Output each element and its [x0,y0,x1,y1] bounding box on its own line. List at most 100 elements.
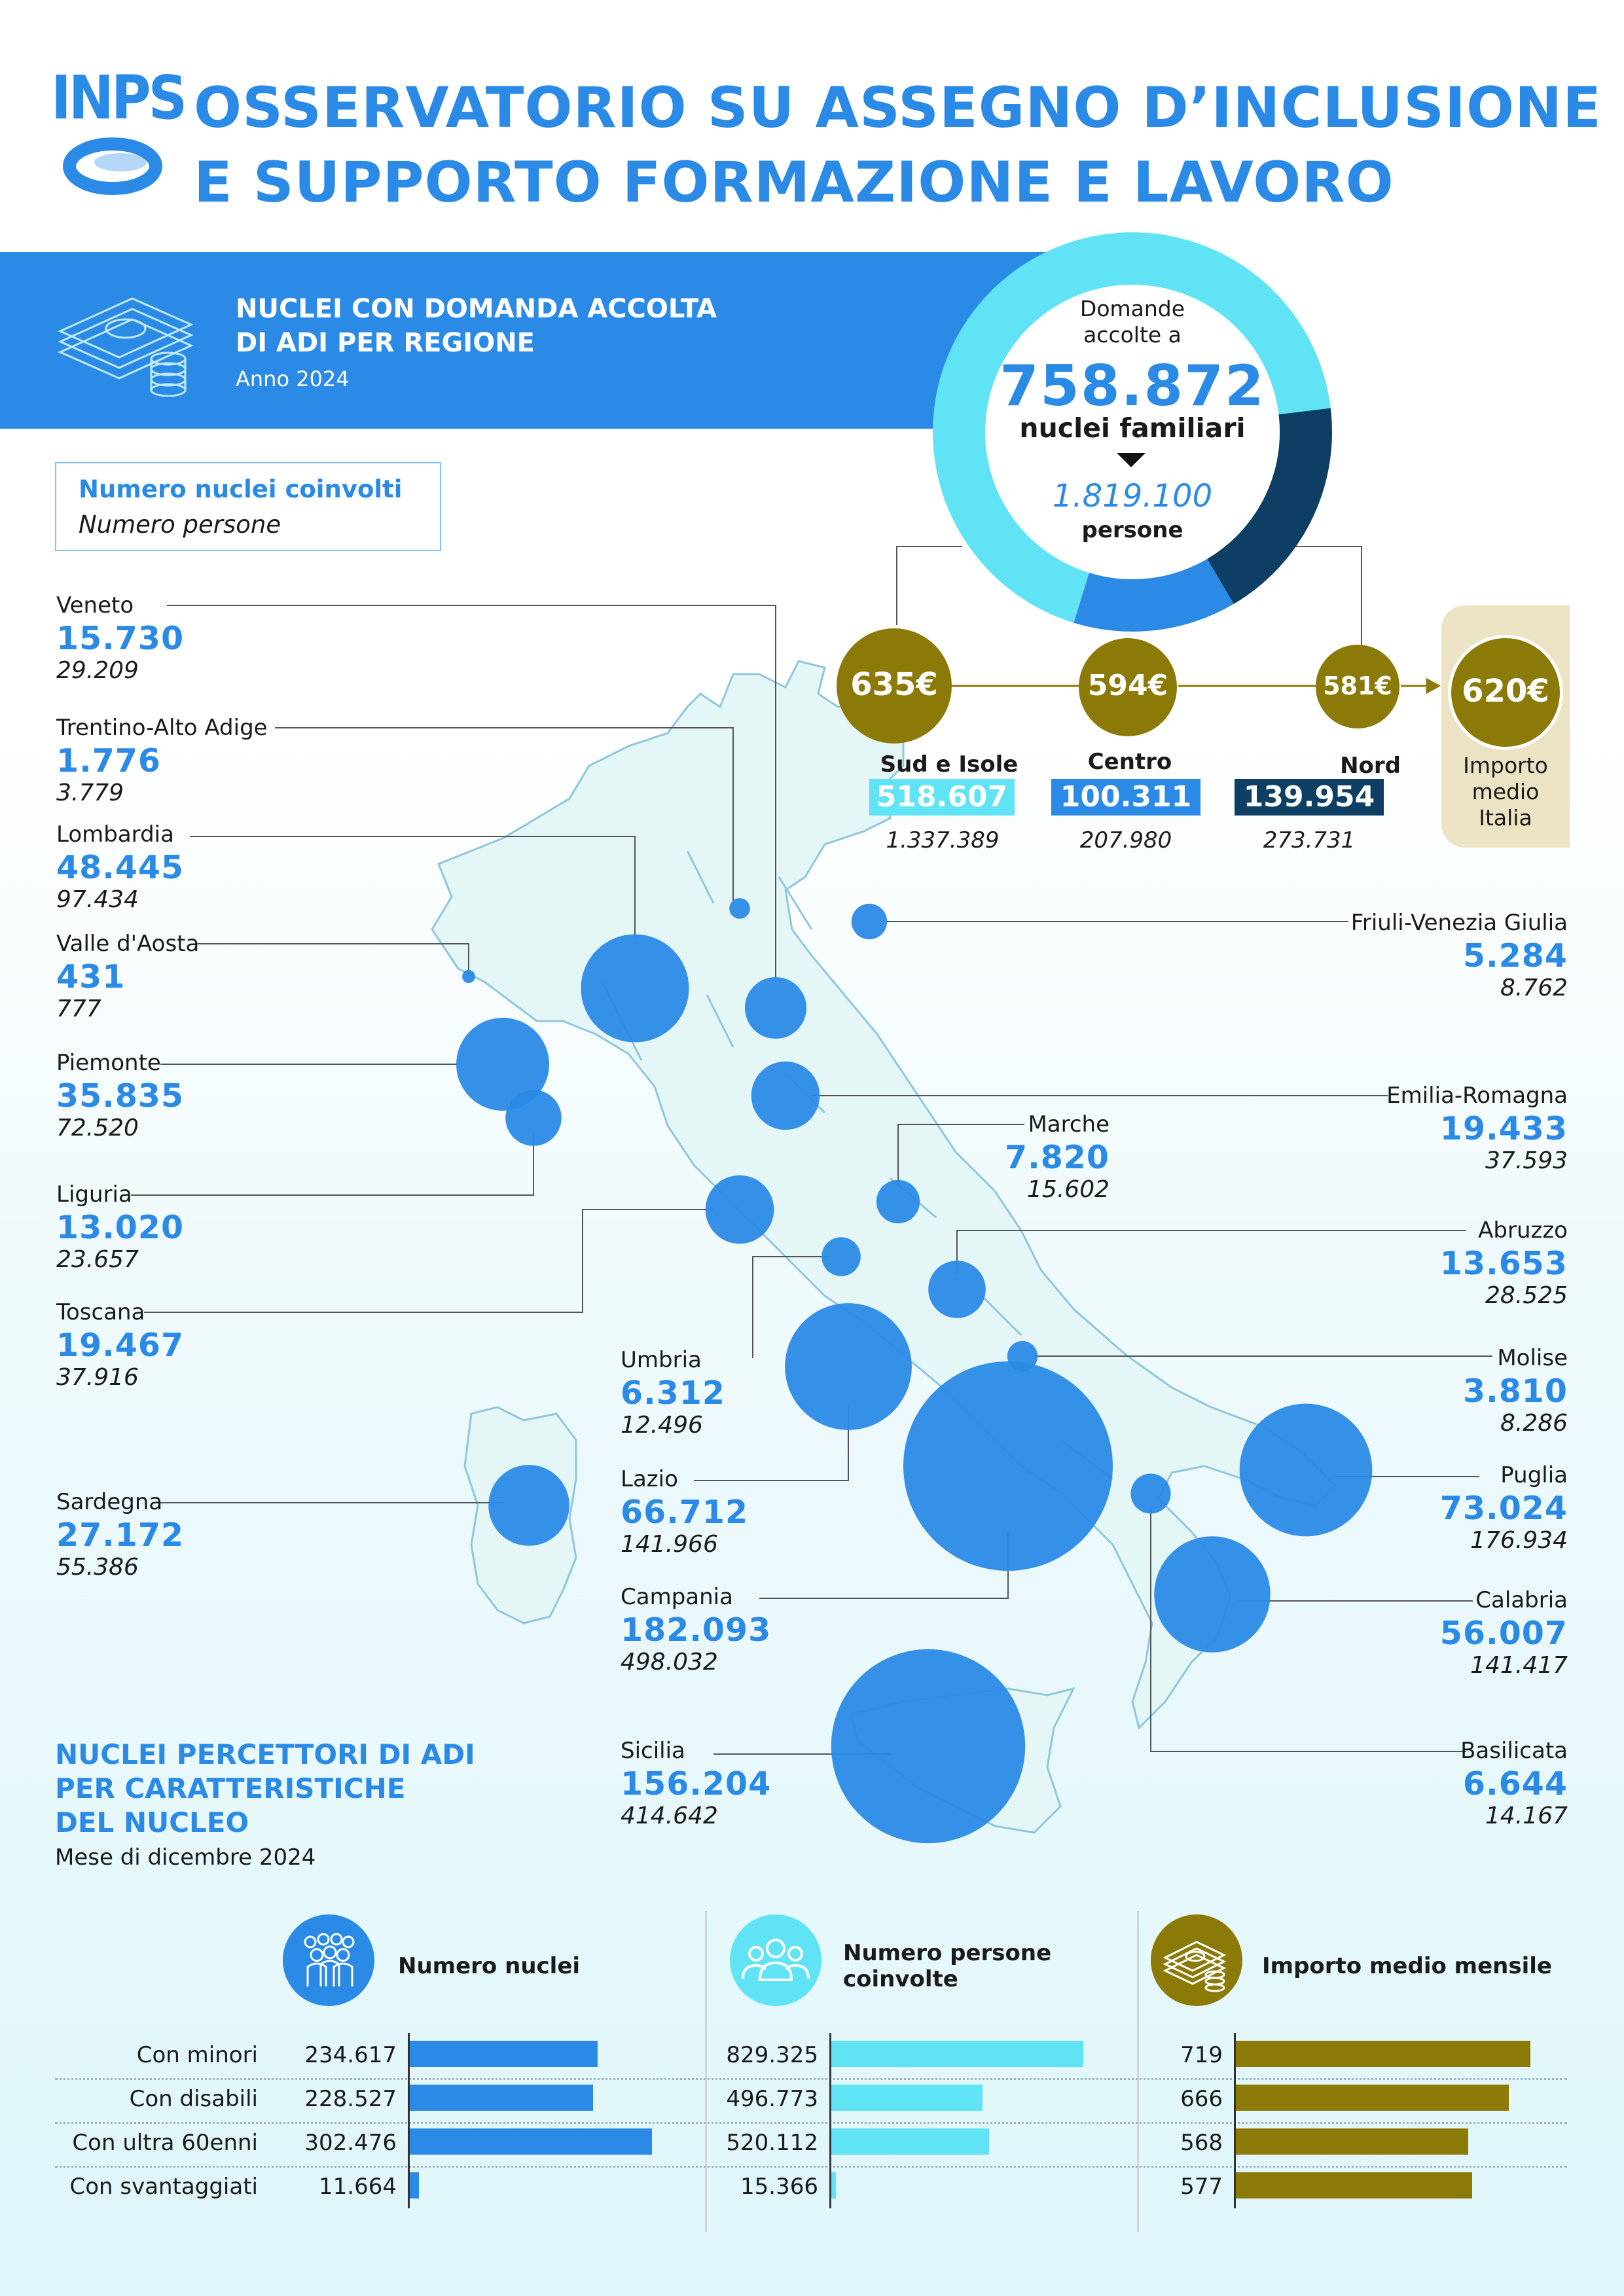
region-label-liguria: Liguria 13.020 23.657 [56,1181,184,1273]
region-name: Molise [1497,1345,1568,1371]
donut-caption-line-2: accolte a [1083,322,1182,348]
bar-axis [1234,2077,1236,2121]
bar-axis [1234,2033,1236,2077]
region-label-marche: Marche 7.820 15.602 [1005,1111,1110,1203]
region-persone: 498.032 [621,1649,718,1676]
bar-axis [1234,2164,1236,2208]
connector-line [190,836,636,937]
region-label-toscana: Toscana 19.467 37.916 [56,1299,184,1391]
region-name: Liguria [56,1181,132,1208]
bubble-sardegna [488,1465,569,1546]
region-persone: 141.417 [1470,1652,1568,1679]
bubble-molise [1007,1340,1038,1372]
region-name: Toscana [56,1299,145,1325]
region-name: Calabria [1475,1587,1568,1613]
bubble-marche [876,1179,920,1224]
bar-value: 577 [1180,2174,1223,2200]
region-label-umbria: Umbria 6.312 12.496 [621,1347,725,1439]
region-persone: 23.657 [56,1246,139,1273]
region-nuclei: 182.093 [621,1611,772,1649]
region-persone: 72.520 [56,1115,139,1141]
row-label: Con minori [136,2042,258,2068]
centro-label: Centro [1087,749,1172,775]
italia-label: Importo medio Italia [1441,753,1570,831]
donut-caption-line-1: Domande [1079,296,1185,321]
col-header-persone-line-1: Numero persone [843,1940,1052,1966]
donut-slice-centro [1074,558,1234,632]
region-name: Lombardia [56,821,174,848]
bubble-valle-d-aosta [462,970,475,983]
region-name: Lazio [621,1466,678,1492]
bar [831,2172,837,2198]
bar-value: 302.476 [304,2130,397,2156]
bar-value: 666 [1180,2086,1223,2112]
italia-label-line-1: Importo [1463,753,1548,778]
bar [1236,2172,1473,2198]
connector-line [167,605,776,982]
legend-nuclei: Numero nuclei coinvolti [79,475,403,503]
region-name: Valle d'Aosta [56,931,200,957]
section-band [0,252,1060,429]
region-persone: 8.286 [1500,1410,1568,1437]
region-nuclei: 73.024 [1439,1490,1568,1527]
region-label-friuli-venezia-giulia: Friuli-Venezia Giulia 5.284 8.762 [1351,910,1568,1001]
region-nuclei: 35.835 [56,1077,185,1115]
region-label-lazio: Lazio 66.712 141.966 [621,1466,748,1558]
region-persone: 3.779 [56,780,124,806]
connector-line [752,1256,828,1358]
bubble-basilicata [1130,1473,1171,1514]
region-name: Umbria [621,1347,702,1373]
donut-persons: 1.819.100 [1052,478,1213,514]
bubble-sicilia [831,1649,1026,1844]
section-title-line-1: NUCLEI CON DOMANDA ACCOLTA [236,294,717,324]
inps-logo: INPS [51,63,187,133]
nord-amount-circle [1316,645,1399,728]
amount-arrow [949,677,1441,694]
bubble-friuli-venezia-giulia [851,903,888,940]
region-persone: 37.916 [56,1364,139,1391]
bar [831,2085,983,2111]
region-name: Basilicata [1460,1738,1568,1764]
region-persone: 176.934 [1470,1527,1568,1554]
donut-total: 758.872 [1000,353,1265,419]
col-header-persone-line-2: coinvolte [843,1966,958,1992]
nord-amount: 581€ [1323,672,1392,700]
region-label-molise: Molise 3.810 8.286 [1463,1345,1568,1437]
region-nuclei: 431 [56,958,126,996]
centro-nuclei: 100.311 [1051,779,1200,816]
region-nuclei: 6.644 [1463,1765,1568,1803]
bar [410,2085,593,2111]
section2-title: NUCLEI PERCETTORI DI ADI PER CARATTERIST… [55,1738,475,1840]
col-header-importo: Importo medio mensile [1262,1953,1552,1979]
region-persone: 55.386 [56,1554,139,1581]
row-label: Con ultra 60enni [72,2130,258,2156]
row-divider [55,2078,1567,2080]
bar-axis [408,2033,410,2077]
bubble-liguria [505,1090,562,1146]
bubble-lazio [785,1303,912,1430]
column-divider [1137,1911,1139,2232]
bar-axis [1234,2121,1236,2164]
region-label-piemonte: Piemonte 35.835 72.520 [56,1050,184,1141]
region-nuclei: 56.007 [1439,1615,1568,1652]
money-coins-icon [1163,1941,1227,1992]
donut-caption: Domande accolte a [1001,296,1263,348]
donut-persons-label: persone [1081,517,1183,543]
bubble-piemonte [456,1018,549,1111]
col-header-persone: Numero persone coinvolte [843,1940,1051,1992]
connector-line [275,727,734,903]
centro-amount-circle [1079,638,1177,736]
section2-title-line-2: PER CARATTERISTICHE [55,1772,406,1804]
region-name: Friuli-Venezia Giulia [1350,910,1568,936]
region-persone: 29.209 [56,657,139,684]
region-nuclei: 7.820 [1005,1139,1110,1176]
section-year: Anno 2024 [236,367,350,391]
region-label-abruzzo: Abruzzo 13.653 28.525 [1440,1217,1568,1309]
region-nuclei: 6.312 [621,1374,725,1412]
region-label-campania: Campania 182.093 498.032 [621,1584,771,1676]
section2-title-line-3: DEL NUCLEO [55,1806,249,1839]
bubble-puglia [1239,1403,1373,1537]
title-line-1: OSSERVATORIO SU ASSEGNO D’INCLUSIONE [194,75,1602,141]
bar-axis [829,2164,831,2208]
bar [1236,2128,1469,2155]
